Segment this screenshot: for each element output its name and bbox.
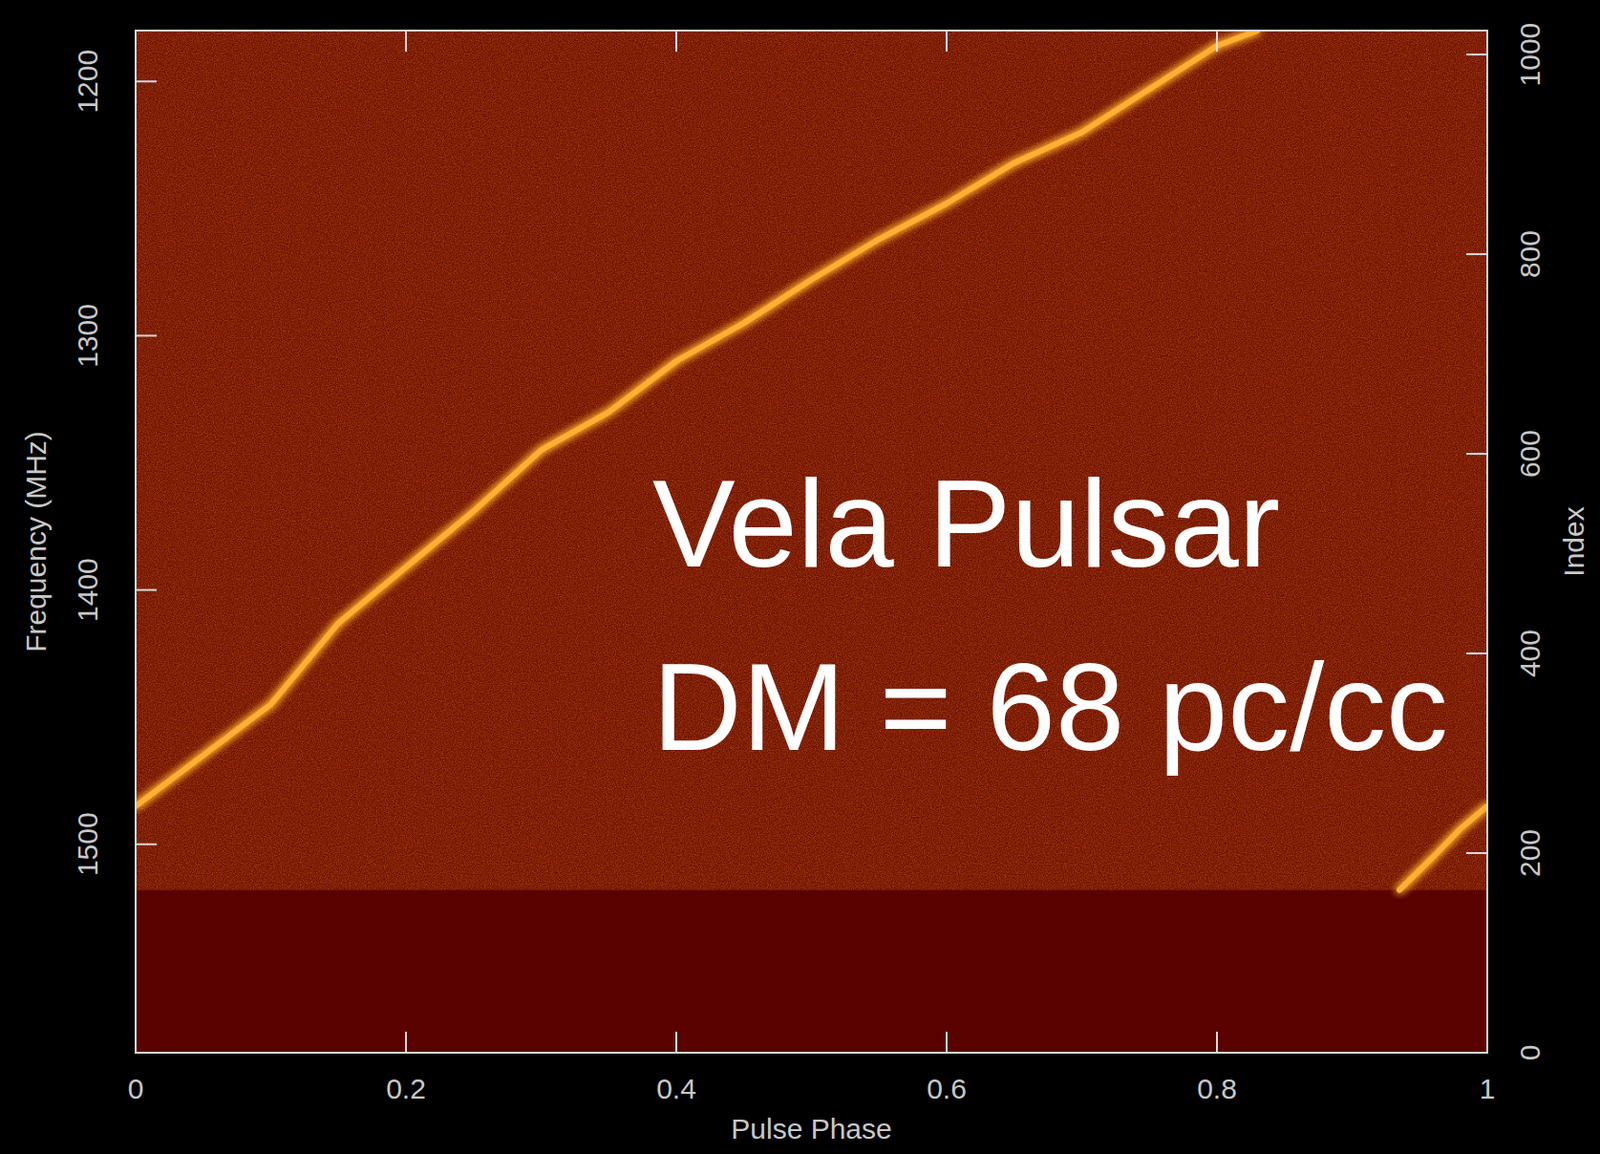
y-axis-title: Frequency (MHz) xyxy=(20,430,52,653)
y-tick-label: 1400 xyxy=(71,557,104,622)
x-tick-label: 0.6 xyxy=(926,1072,967,1105)
y2-tick xyxy=(1466,253,1488,256)
flagged-band xyxy=(135,890,1488,1053)
x-tick xyxy=(1486,1031,1489,1053)
x-tick xyxy=(945,1031,948,1053)
x-tick-label: 0.2 xyxy=(385,1072,427,1105)
x-tick xyxy=(675,1031,678,1053)
x-tick xyxy=(1216,1031,1218,1053)
pulse-track xyxy=(1399,806,1488,891)
x-tick xyxy=(405,1031,407,1053)
y2-tick-label: 400 xyxy=(1514,629,1546,678)
plot-marks xyxy=(135,30,1488,1053)
y2-tick xyxy=(1466,852,1488,854)
y2-tick-label: 200 xyxy=(1514,829,1546,877)
y2-tick-label: 800 xyxy=(1514,230,1546,278)
x-tick-top xyxy=(675,30,678,52)
frame xyxy=(135,30,1488,1053)
x-tick-top xyxy=(134,30,137,52)
y2-tick-label: 600 xyxy=(1514,429,1546,478)
y2-axis-title: Index xyxy=(1557,506,1590,576)
x-tick-label: 0.4 xyxy=(656,1072,697,1105)
x-tick-top xyxy=(405,30,407,52)
y2-tick-label: 1000 xyxy=(1514,22,1546,87)
y2-tick-label: 0 xyxy=(1514,1045,1546,1062)
x-tick-label: 1 xyxy=(1479,1072,1496,1105)
y2-tick xyxy=(1466,452,1488,455)
y2-tick xyxy=(1466,652,1488,655)
chart: 0 0.2 0.4 0.6 0.8 1 1200 1300 1400 1500 0 200 400 600… xyxy=(0,0,1600,1154)
y-tick xyxy=(135,843,157,846)
x-tick-label: 0 xyxy=(128,1072,145,1105)
x-axis-title: Pulse Phase xyxy=(730,1112,892,1145)
y-tick xyxy=(135,334,157,337)
x-tick-top xyxy=(945,30,948,52)
y-tick xyxy=(135,589,157,592)
y-tick-label: 1300 xyxy=(71,303,104,368)
noise xyxy=(135,30,1488,1053)
annotation: Vela Pulsar xyxy=(652,453,1280,594)
y2-tick xyxy=(1466,53,1488,56)
x-tick xyxy=(134,1031,137,1053)
annotation: DM = 68 pc/cc xyxy=(652,637,1449,777)
x-tick-label: 0.8 xyxy=(1196,1072,1238,1105)
x-tick-top xyxy=(1486,30,1489,52)
y-tick-label: 1200 xyxy=(71,49,104,114)
x-tick-top xyxy=(1216,30,1218,52)
y-tick xyxy=(135,80,157,83)
y2-tick xyxy=(1466,1051,1488,1054)
y-tick-label: 1500 xyxy=(71,811,104,876)
plot-background xyxy=(135,30,1488,1053)
